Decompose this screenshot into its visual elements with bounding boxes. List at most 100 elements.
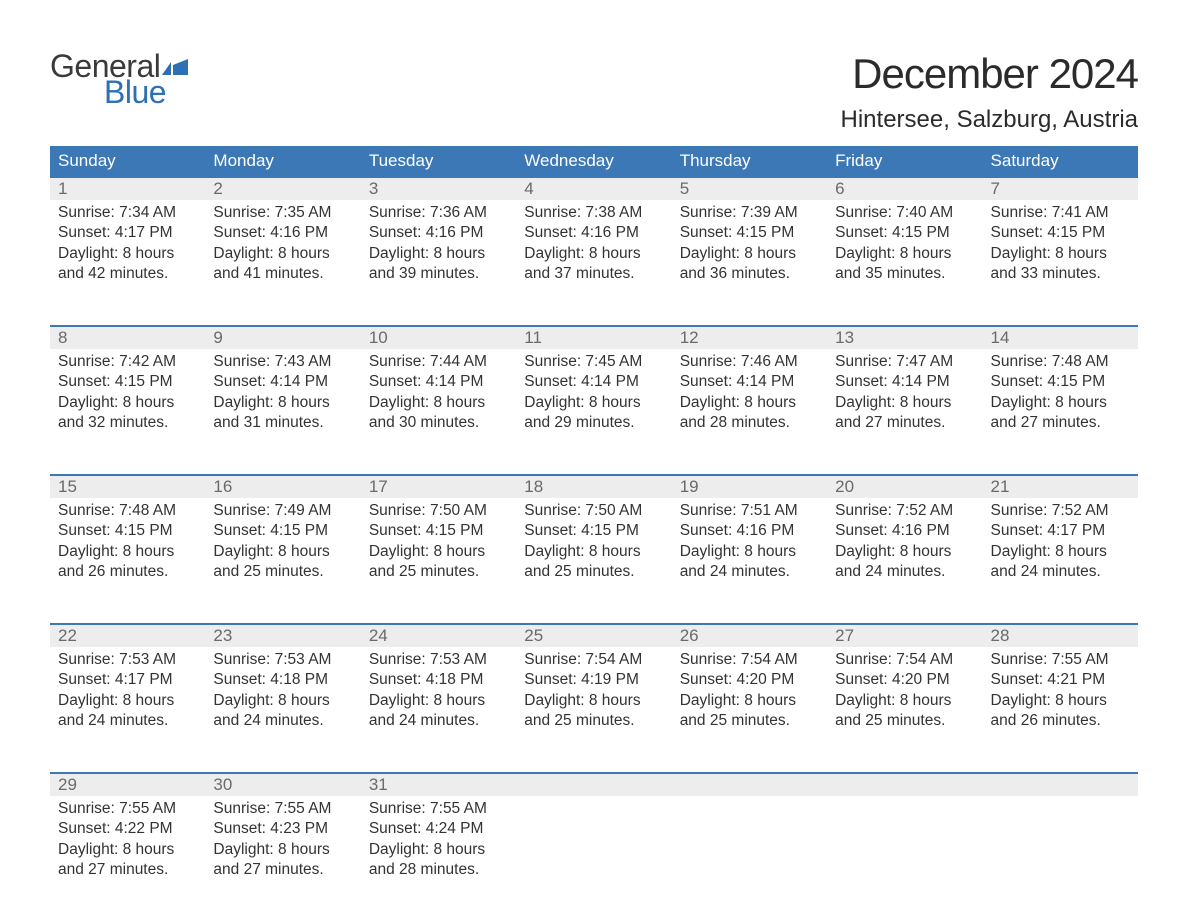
day-number-cell: 2 [205, 177, 360, 200]
sunset-line: Sunset: 4:19 PM [524, 670, 663, 690]
day-number-cell: 19 [672, 475, 827, 498]
sunset-line: Sunset: 4:22 PM [58, 819, 197, 839]
daylight-line-2: and 27 minutes. [58, 860, 197, 880]
daylight-line-2: and 24 minutes. [58, 711, 197, 731]
daylight-line-1: Daylight: 8 hours [58, 244, 197, 264]
sunset-line: Sunset: 4:14 PM [213, 372, 352, 392]
daylight-line-1: Daylight: 8 hours [835, 244, 974, 264]
daylight-line-2: and 25 minutes. [680, 711, 819, 731]
sunrise-line: Sunrise: 7:49 AM [213, 501, 352, 521]
week-content-row: Sunrise: 7:48 AMSunset: 4:15 PMDaylight:… [50, 498, 1138, 606]
day-content-cell: Sunrise: 7:54 AMSunset: 4:19 PMDaylight:… [516, 647, 671, 755]
day-header-fri: Friday [827, 146, 982, 177]
sunset-line: Sunset: 4:16 PM [213, 223, 352, 243]
daylight-line-2: and 28 minutes. [369, 860, 508, 880]
day-header-tue: Tuesday [361, 146, 516, 177]
day-number-cell: 30 [205, 773, 360, 796]
day-header-sun: Sunday [50, 146, 205, 177]
day-content-cell: Sunrise: 7:34 AMSunset: 4:17 PMDaylight:… [50, 200, 205, 308]
week-content-row: Sunrise: 7:53 AMSunset: 4:17 PMDaylight:… [50, 647, 1138, 755]
daylight-line-1: Daylight: 8 hours [991, 691, 1130, 711]
sunrise-line: Sunrise: 7:50 AM [369, 501, 508, 521]
day-content-cell: Sunrise: 7:47 AMSunset: 4:14 PMDaylight:… [827, 349, 982, 457]
week-number-row: 1234567 [50, 177, 1138, 200]
day-content-cell: Sunrise: 7:46 AMSunset: 4:14 PMDaylight:… [672, 349, 827, 457]
location-label: Hintersee, Salzburg, Austria [841, 106, 1138, 134]
sunrise-line: Sunrise: 7:53 AM [369, 650, 508, 670]
week-spacer [50, 457, 1138, 475]
daylight-line-1: Daylight: 8 hours [680, 244, 819, 264]
daylight-line-2: and 35 minutes. [835, 264, 974, 284]
day-number-cell: 4 [516, 177, 671, 200]
day-number-cell: 23 [205, 624, 360, 647]
daylight-line-2: and 25 minutes. [524, 562, 663, 582]
day-number-cell: 5 [672, 177, 827, 200]
day-content-cell: Sunrise: 7:53 AMSunset: 4:17 PMDaylight:… [50, 647, 205, 755]
daylight-line-1: Daylight: 8 hours [369, 542, 508, 562]
daylight-line-2: and 29 minutes. [524, 413, 663, 433]
sunset-line: Sunset: 4:14 PM [524, 372, 663, 392]
day-number-cell: 20 [827, 475, 982, 498]
day-content-cell: Sunrise: 7:54 AMSunset: 4:20 PMDaylight:… [827, 647, 982, 755]
daylight-line-2: and 25 minutes. [524, 711, 663, 731]
daylight-line-2: and 24 minutes. [835, 562, 974, 582]
day-content-cell: Sunrise: 7:50 AMSunset: 4:15 PMDaylight:… [516, 498, 671, 606]
day-header-wed: Wednesday [516, 146, 671, 177]
day-number-cell: 26 [672, 624, 827, 647]
day-number-cell: 9 [205, 326, 360, 349]
day-content-cell: Sunrise: 7:55 AMSunset: 4:23 PMDaylight:… [205, 796, 360, 904]
daylight-line-2: and 27 minutes. [213, 860, 352, 880]
sunrise-line: Sunrise: 7:47 AM [835, 352, 974, 372]
sunrise-line: Sunrise: 7:42 AM [58, 352, 197, 372]
sunrise-line: Sunrise: 7:36 AM [369, 203, 508, 223]
daylight-line-1: Daylight: 8 hours [58, 840, 197, 860]
daylight-line-1: Daylight: 8 hours [835, 542, 974, 562]
sunrise-line: Sunrise: 7:54 AM [835, 650, 974, 670]
daylight-line-2: and 39 minutes. [369, 264, 508, 284]
day-number-cell: 25 [516, 624, 671, 647]
day-content-cell: Sunrise: 7:55 AMSunset: 4:22 PMDaylight:… [50, 796, 205, 904]
day-content-cell: Sunrise: 7:44 AMSunset: 4:14 PMDaylight:… [361, 349, 516, 457]
sunset-line: Sunset: 4:20 PM [680, 670, 819, 690]
daylight-line-1: Daylight: 8 hours [58, 542, 197, 562]
day-content-cell: Sunrise: 7:53 AMSunset: 4:18 PMDaylight:… [205, 647, 360, 755]
week-content-row: Sunrise: 7:42 AMSunset: 4:15 PMDaylight:… [50, 349, 1138, 457]
sunset-line: Sunset: 4:18 PM [213, 670, 352, 690]
day-content-cell: Sunrise: 7:49 AMSunset: 4:15 PMDaylight:… [205, 498, 360, 606]
daylight-line-1: Daylight: 8 hours [369, 691, 508, 711]
day-content-cell: Sunrise: 7:42 AMSunset: 4:15 PMDaylight:… [50, 349, 205, 457]
sunrise-line: Sunrise: 7:41 AM [991, 203, 1130, 223]
daylight-line-1: Daylight: 8 hours [213, 691, 352, 711]
daylight-line-1: Daylight: 8 hours [835, 691, 974, 711]
day-content-cell: Sunrise: 7:40 AMSunset: 4:15 PMDaylight:… [827, 200, 982, 308]
sunrise-line: Sunrise: 7:55 AM [213, 799, 352, 819]
sunrise-line: Sunrise: 7:53 AM [58, 650, 197, 670]
daylight-line-2: and 37 minutes. [524, 264, 663, 284]
sunset-line: Sunset: 4:16 PM [524, 223, 663, 243]
day-content-cell [827, 796, 982, 904]
day-content-cell: Sunrise: 7:36 AMSunset: 4:16 PMDaylight:… [361, 200, 516, 308]
title-block: December 2024 Hintersee, Salzburg, Austr… [841, 50, 1138, 134]
day-number-cell: 31 [361, 773, 516, 796]
sunset-line: Sunset: 4:24 PM [369, 819, 508, 839]
daylight-line-2: and 24 minutes. [991, 562, 1130, 582]
day-number-cell [672, 773, 827, 796]
day-number-cell: 8 [50, 326, 205, 349]
day-number-cell: 14 [983, 326, 1138, 349]
day-number-cell [516, 773, 671, 796]
daylight-line-2: and 41 minutes. [213, 264, 352, 284]
daylight-line-1: Daylight: 8 hours [991, 244, 1130, 264]
day-content-cell: Sunrise: 7:50 AMSunset: 4:15 PMDaylight:… [361, 498, 516, 606]
day-content-cell: Sunrise: 7:38 AMSunset: 4:16 PMDaylight:… [516, 200, 671, 308]
sunset-line: Sunset: 4:15 PM [58, 372, 197, 392]
daylight-line-1: Daylight: 8 hours [213, 542, 352, 562]
sunset-line: Sunset: 4:16 PM [680, 521, 819, 541]
daylight-line-1: Daylight: 8 hours [58, 691, 197, 711]
sunrise-line: Sunrise: 7:53 AM [213, 650, 352, 670]
day-content-cell [983, 796, 1138, 904]
daylight-line-1: Daylight: 8 hours [369, 840, 508, 860]
day-content-cell: Sunrise: 7:35 AMSunset: 4:16 PMDaylight:… [205, 200, 360, 308]
sunset-line: Sunset: 4:17 PM [991, 521, 1130, 541]
week-spacer [50, 308, 1138, 326]
day-number-cell: 29 [50, 773, 205, 796]
